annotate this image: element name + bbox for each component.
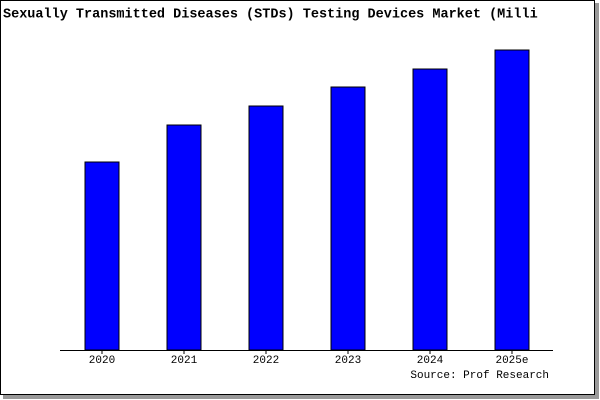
bar — [494, 49, 530, 351]
x-tick-label: 2021 — [171, 355, 198, 367]
bar — [248, 105, 284, 351]
x-tick-label: 2025e — [495, 355, 528, 367]
chart-title: Sexually Transmitted Diseases (STDs) Tes… — [3, 8, 538, 23]
x-tick-label: 2022 — [253, 355, 279, 367]
bar — [412, 68, 448, 351]
bar — [330, 86, 366, 351]
x-tick-label: 2023 — [335, 355, 361, 367]
source: Source: Prof Research — [410, 370, 549, 382]
x-tick-label: 2024 — [417, 355, 444, 367]
bar — [84, 161, 120, 351]
x-tick-label: 2020 — [89, 355, 115, 367]
bar — [166, 124, 202, 351]
